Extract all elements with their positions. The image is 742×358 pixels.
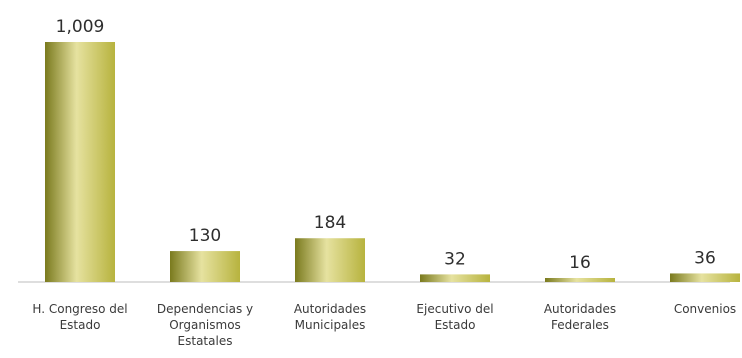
bar-1 [170, 251, 240, 282]
category-label-2-line-1: Municipales [295, 318, 366, 332]
category-label-0-line-1: Estado [60, 318, 101, 332]
category-label-4: Autoridades Federales [544, 302, 616, 332]
value-label-0: 1,009 [56, 17, 105, 37]
value-label-5: 36 [694, 248, 716, 268]
value-label-3: 32 [444, 249, 466, 269]
category-label-1-line-2: Estatales [178, 334, 233, 348]
category-label-3: Ejecutivo del Estado [416, 302, 493, 332]
category-label-4-line-1: Federales [551, 318, 609, 332]
category-label-5: Convenios [674, 302, 736, 316]
bar-5 [670, 273, 740, 282]
category-label-1-line-1: Organismos [169, 318, 241, 332]
category-labels-group: H. Congreso del Estado Dependencias y Organ… [32, 302, 736, 348]
bar-4 [545, 278, 615, 282]
value-label-2: 184 [314, 213, 346, 233]
bar-0 [45, 42, 115, 282]
category-label-5-line-0: Convenios [674, 302, 736, 316]
category-label-3-line-1: Estado [435, 318, 476, 332]
bars-group [45, 42, 740, 282]
value-labels-group: 1,009 130 184 32 16 36 [56, 17, 716, 273]
category-label-2: Autoridades Municipales [294, 302, 366, 332]
category-label-3-line-0: Ejecutivo del [416, 302, 493, 316]
category-label-0: H. Congreso del Estado [32, 302, 127, 332]
value-label-4: 16 [569, 253, 591, 273]
value-label-1: 130 [189, 226, 221, 246]
category-label-2-line-0: Autoridades [294, 302, 366, 316]
category-label-1-line-0: Dependencias y [157, 302, 253, 316]
category-label-0-line-0: H. Congreso del [32, 302, 127, 316]
bar-2 [295, 238, 365, 282]
category-label-1: Dependencias y Organismos Estatales [157, 302, 253, 348]
bar-3 [420, 274, 490, 282]
category-label-4-line-0: Autoridades [544, 302, 616, 316]
